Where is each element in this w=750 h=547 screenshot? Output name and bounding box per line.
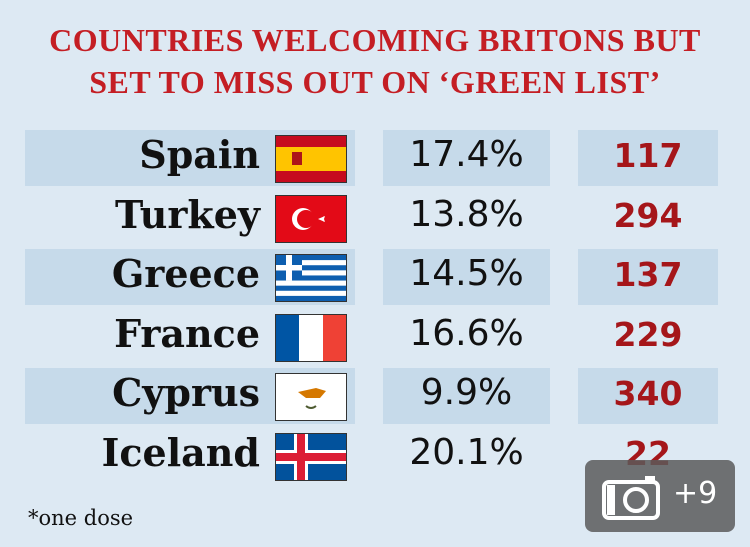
- more-photos-button[interactable]: +9: [585, 460, 735, 532]
- flag-graphic: [276, 314, 346, 361]
- vaccination-rate: 20.1%: [409, 431, 524, 473]
- flag: [275, 373, 347, 421]
- vaccination-rate: 9.9%: [420, 372, 513, 413]
- row-band: [578, 130, 718, 186]
- title-line: SET TO MISS OUT ON ‘GREEN LIST’: [89, 64, 661, 100]
- country-name: Iceland: [101, 429, 260, 475]
- flag-graphic: [276, 255, 346, 301]
- flag: [275, 313, 347, 362]
- flag-graphic: [276, 374, 346, 420]
- case-rate: 340: [613, 374, 683, 413]
- country-name: Cyprus: [112, 370, 260, 415]
- country-name: France: [114, 310, 260, 356]
- country-name: Greece: [111, 251, 260, 296]
- case-rate: 137: [613, 255, 683, 294]
- row-band: [383, 130, 550, 186]
- row-band: [383, 249, 550, 305]
- flag: [275, 135, 347, 183]
- row-band: [383, 368, 550, 424]
- row-band: [578, 249, 718, 305]
- vaccination-rate: 14.5%: [409, 253, 524, 294]
- flag-graphic: [276, 136, 346, 182]
- flag: [275, 194, 347, 243]
- vaccination-rate: 16.6%: [409, 312, 524, 354]
- more-count: +9: [673, 476, 718, 511]
- vaccination-rate: 13.8%: [409, 193, 524, 235]
- title-line: COUNTRIES WELCOMING BRITONS BUT: [49, 22, 701, 58]
- country-name: Spain: [139, 132, 260, 177]
- vaccination-rate: 17.4%: [409, 134, 524, 175]
- flag-graphic: [276, 433, 346, 480]
- flag-graphic: [276, 195, 346, 242]
- row-band: [578, 368, 718, 424]
- case-rate: 117: [613, 136, 683, 175]
- camera-icon: [602, 476, 660, 520]
- flag: [275, 432, 347, 481]
- flag: [275, 254, 347, 302]
- case-rate: 229: [613, 314, 683, 354]
- country-name: Turkey: [114, 191, 260, 237]
- footnote: *one dose: [28, 506, 134, 530]
- case-rate: 294: [613, 195, 683, 235]
